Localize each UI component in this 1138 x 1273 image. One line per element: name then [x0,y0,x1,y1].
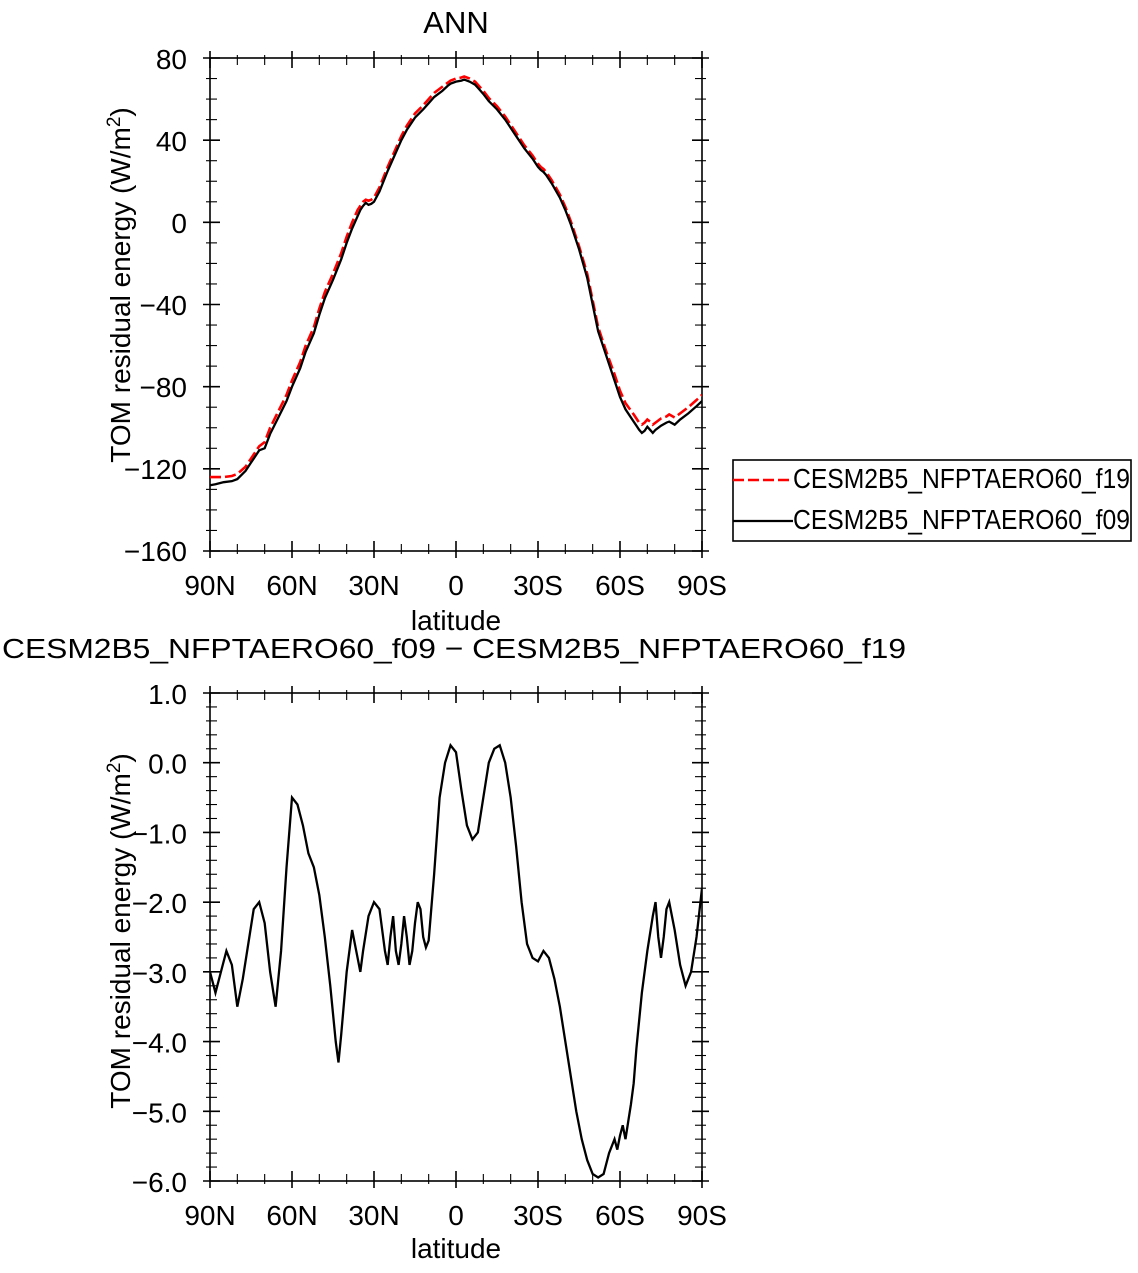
svg-text:60N: 60N [266,570,317,601]
svg-text:0: 0 [448,1200,464,1231]
svg-text:−4.0: −4.0 [132,1028,187,1059]
svg-text:30S: 30S [513,570,563,601]
svg-text:CESM2B5_NFPTAERO60_f09: CESM2B5_NFPTAERO60_f09 [793,504,1130,535]
svg-text:60N: 60N [266,1200,317,1231]
svg-text:30N: 30N [348,570,399,601]
svg-text:−80: −80 [140,372,188,403]
svg-text:−1.0: −1.0 [132,818,187,849]
svg-text:60S: 60S [595,1200,645,1231]
svg-text:90N: 90N [184,570,235,601]
svg-text:0: 0 [171,208,187,239]
svg-text:TOM residual energy (W/m2): TOM residual energy (W/m2) [104,753,137,1108]
svg-text:−160: −160 [124,536,187,567]
svg-text:TOM residual energy (W/m2): TOM residual energy (W/m2) [104,107,137,462]
svg-text:0: 0 [448,570,464,601]
svg-text:CESM2B5_NFPTAERO60_f09 − CES: CESM2B5_NFPTAERO60_f09 − CESM2B5_NFPTAER… [2,633,906,664]
svg-text:−5.0: −5.0 [132,1097,187,1128]
svg-text:60S: 60S [595,570,645,601]
svg-text:latitude: latitude [411,1233,501,1264]
svg-text:CESM2B5_NFPTAERO60_f19: CESM2B5_NFPTAERO60_f19 [793,463,1130,494]
svg-text:80: 80 [156,44,187,75]
svg-text:ANN: ANN [423,5,488,40]
svg-text:30N: 30N [348,1200,399,1231]
svg-text:90N: 90N [184,1200,235,1231]
svg-text:latitude: latitude [411,605,501,636]
svg-text:0.0: 0.0 [148,749,187,780]
svg-text:−3.0: −3.0 [132,958,187,989]
svg-text:−6.0: −6.0 [132,1167,187,1198]
svg-text:1.0: 1.0 [148,679,187,710]
svg-text:90S: 90S [677,1200,727,1231]
svg-text:−2.0: −2.0 [132,888,187,919]
svg-text:30S: 30S [513,1200,563,1231]
svg-text:40: 40 [156,126,187,157]
svg-text:90S: 90S [677,570,727,601]
svg-text:−40: −40 [140,290,188,321]
